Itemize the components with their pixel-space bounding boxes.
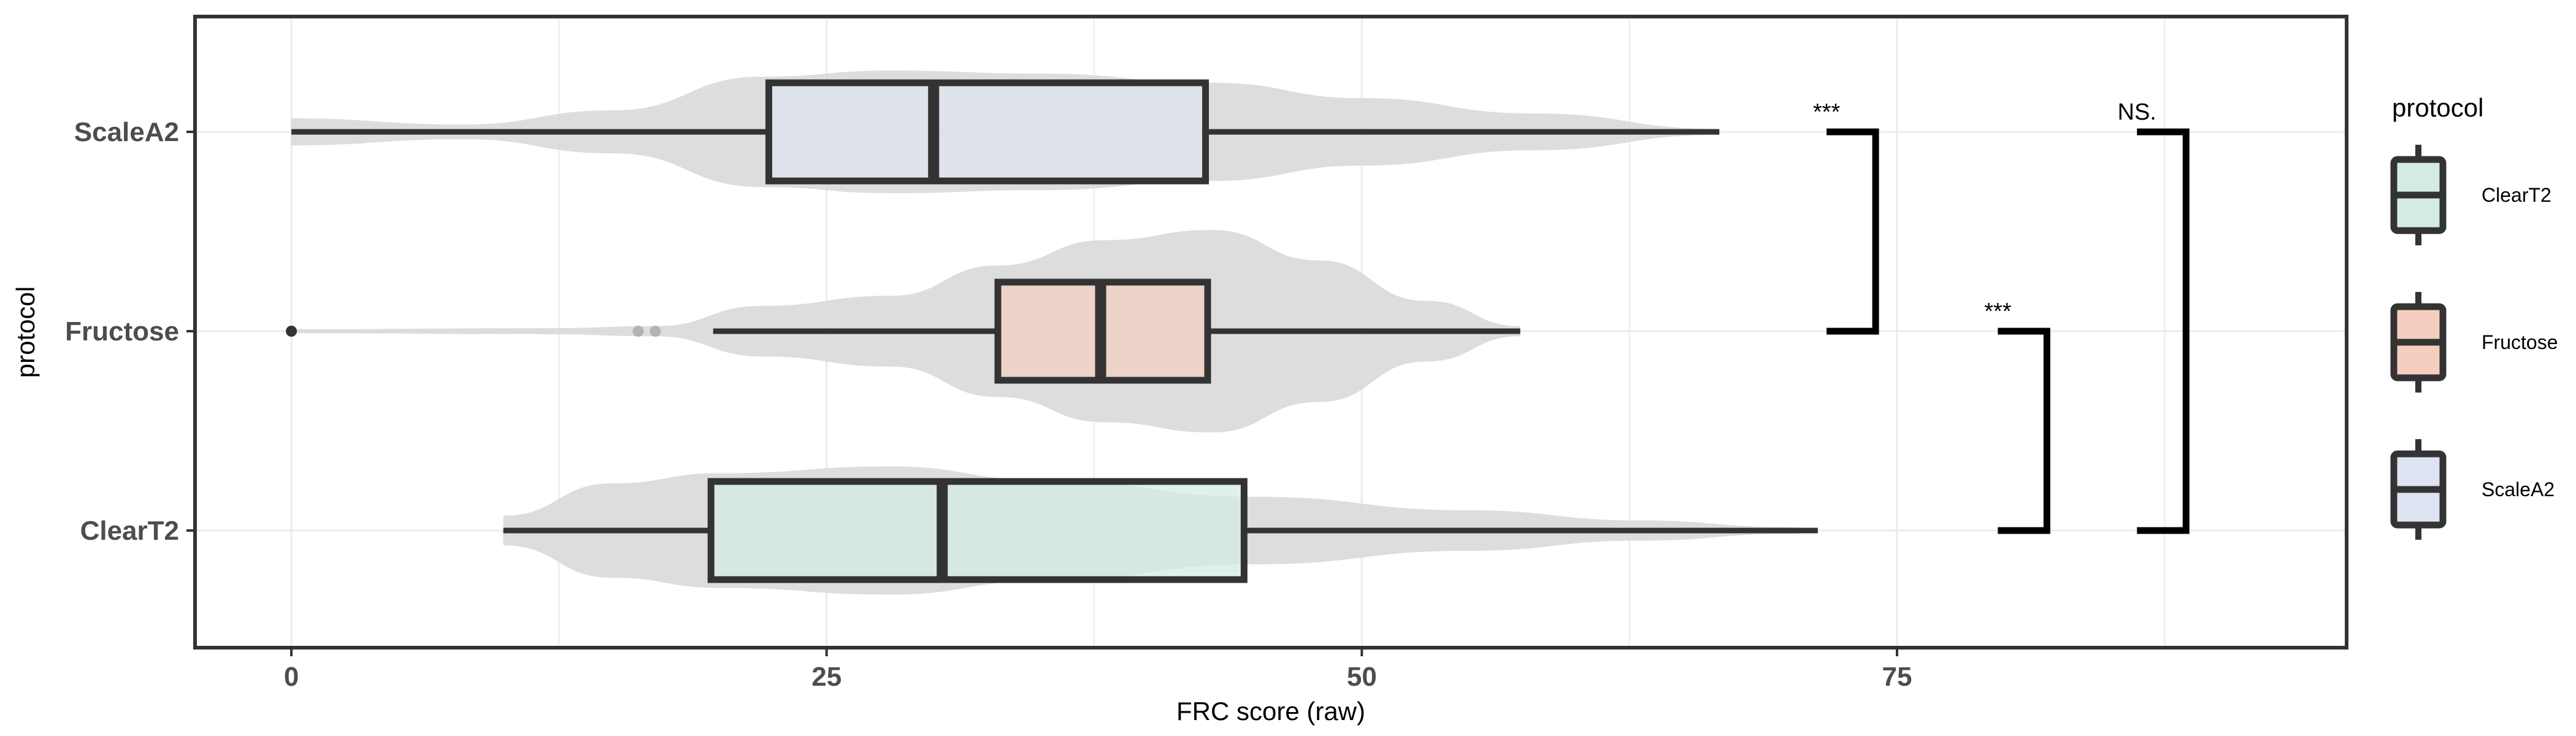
outlier-point — [286, 326, 297, 337]
legend-item-fructose: Fructose — [2390, 292, 2558, 393]
box-iqr — [765, 79, 1209, 185]
legend-title: protocol — [2392, 93, 2483, 122]
y-tick-label: ScaleA2 — [74, 117, 179, 147]
legend-label: ScaleA2 — [2482, 478, 2555, 500]
y-axis-title: protocol — [11, 286, 40, 378]
y-tick-label: Fructose — [65, 316, 179, 347]
bracket-line — [1827, 128, 1879, 335]
significance-bracket: *** — [1984, 299, 2050, 534]
box-scalea2 — [291, 79, 1720, 185]
box-fructose — [286, 278, 1520, 384]
outlier-point — [650, 326, 661, 337]
legend-label: ClearT2 — [2482, 184, 2551, 206]
significance-label: *** — [1984, 299, 2012, 324]
x-tick-label: 75 — [1882, 662, 1912, 692]
significance-bracket: NS. — [2118, 99, 2190, 534]
outlier-point — [632, 326, 644, 337]
y-tick-label: ClearT2 — [80, 516, 179, 546]
x-tick-label: 50 — [1347, 662, 1377, 692]
y-axis-ticks: ScaleA2 Fructose ClearT2 — [65, 117, 195, 546]
x-tick-label: 0 — [284, 662, 299, 692]
box-layer — [286, 79, 1818, 583]
legend-item-cleart2: ClearT2 — [2390, 145, 2551, 245]
legend-label: Fructose — [2482, 331, 2558, 353]
significance-layer: *** *** NS. — [1813, 99, 2190, 534]
x-axis-ticks: 0 25 50 75 — [284, 648, 1912, 692]
bracket-line — [2137, 128, 2190, 534]
x-axis-title: FRC score (raw) — [1176, 697, 1365, 726]
significance-label: *** — [1813, 99, 1841, 125]
x-tick-label: 25 — [811, 662, 841, 692]
significance-bracket: *** — [1813, 99, 1879, 335]
box-iqr — [707, 478, 1248, 583]
significance-label: NS. — [2118, 99, 2156, 125]
bracket-line — [1998, 328, 2050, 534]
legend: protocol ClearT2 Fructose ScaleA2 — [2390, 93, 2558, 540]
legend-item-scalea2: ScaleA2 — [2390, 439, 2555, 540]
box-cleart2 — [503, 478, 1818, 583]
